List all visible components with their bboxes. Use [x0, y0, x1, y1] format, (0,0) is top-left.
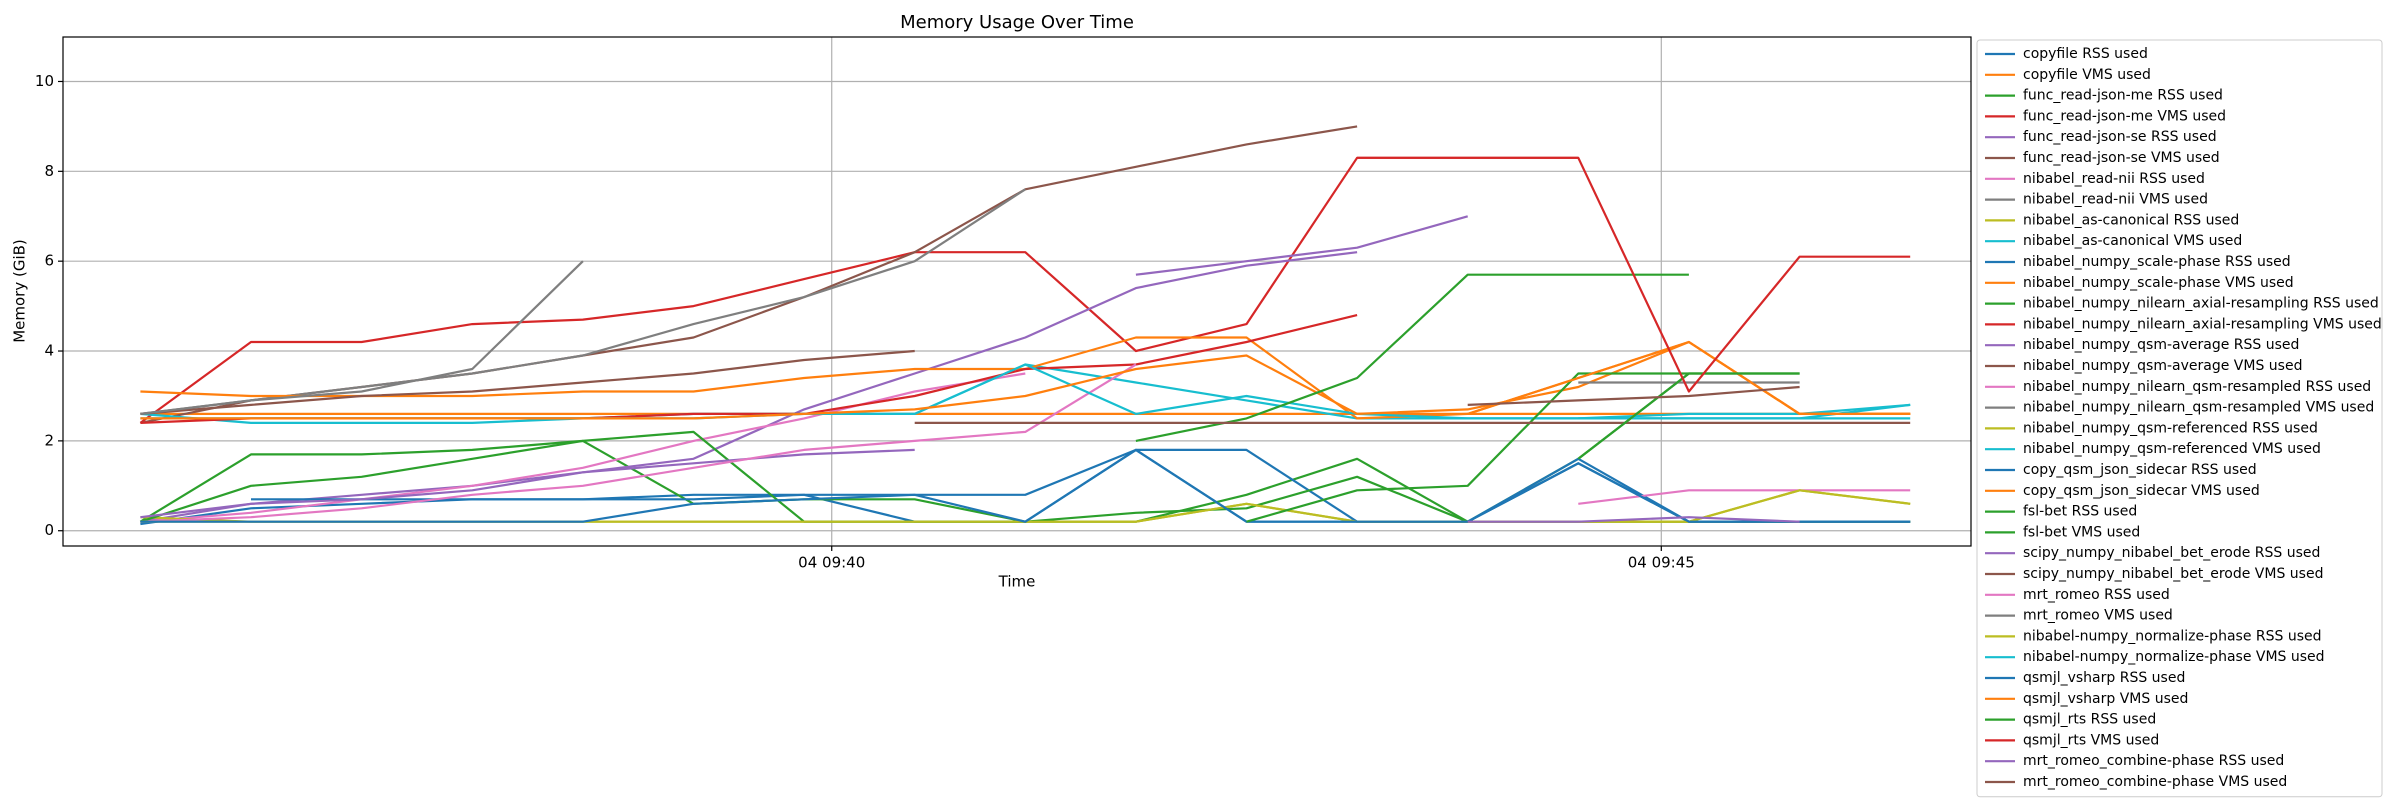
x-axis-label: Time: [998, 573, 1036, 591]
series-line: [1578, 403, 1911, 420]
x-tick-label: 04 09:40: [798, 554, 865, 572]
legend-label: scipy_numpy_nibabel_bet_erode RSS used: [2023, 545, 2320, 561]
legend-label: nibabel_numpy_nilearn_axial-resampling R…: [2023, 296, 2379, 312]
y-axis-label: Memory (GiB): [11, 239, 29, 343]
legend-label: func_read-json-se VMS used: [2023, 150, 2220, 166]
legend-label: func_read-json-se RSS used: [2023, 129, 2217, 145]
series-line: [1467, 385, 1800, 406]
legend-label: fsl-bet VMS used: [2023, 524, 2140, 540]
legend-label: qsmjl_rts RSS used: [2023, 712, 2156, 728]
legend-label: fsl-bet RSS used: [2023, 504, 2137, 520]
legend-label: nibabel_numpy_qsm-referenced RSS used: [2023, 420, 2318, 436]
legend-label: copy_qsm_json_sidecar RSS used: [2023, 462, 2257, 478]
legend-label: nibabel_read-nii RSS used: [2023, 171, 2205, 187]
legend-label: nibabel_numpy_qsm-average RSS used: [2023, 337, 2299, 353]
series-line: [140, 372, 1026, 523]
plot-frame: [62, 36, 1972, 547]
legend-label: copyfile RSS used: [2023, 46, 2148, 62]
series-line: [1467, 340, 1911, 415]
series-line: [140, 260, 584, 415]
y-tick-label: 2: [44, 431, 54, 449]
legend-label: nibabel-numpy_normalize-phase VMS used: [2023, 649, 2325, 665]
legend-box: [1976, 39, 2383, 798]
x-tick-label: 04 09:45: [1628, 554, 1695, 572]
legend-label: mrt_romeo_combine-phase VMS used: [2023, 774, 2287, 790]
y-tick-label: 10: [35, 72, 54, 90]
legend-label: func_read-json-me VMS used: [2023, 108, 2226, 124]
legend-label: func_read-json-me RSS used: [2023, 88, 2223, 104]
legend-label: qsmjl_vsharp VMS used: [2023, 691, 2188, 707]
legend-label: qsmjl_vsharp RSS used: [2023, 670, 2185, 686]
series-line: [251, 448, 1911, 523]
legend-label: nibabel_numpy_nilearn_axial-resampling V…: [2023, 316, 2382, 332]
legend-label: nibabel_numpy_nilearn_qsm-resampled VMS …: [2023, 400, 2374, 416]
legend-label: nibabel_numpy_qsm-referenced VMS used: [2023, 441, 2321, 457]
legend-label: nibabel_as-canonical VMS used: [2023, 233, 2242, 249]
y-tick-label: 6: [44, 252, 54, 270]
legend-label: qsmjl_rts VMS used: [2023, 732, 2159, 748]
legend-label: mrt_romeo RSS used: [2023, 587, 2170, 603]
chart-title: Memory Usage Over Time: [900, 12, 1134, 33]
series-line: [1357, 156, 1911, 393]
series-line: [1578, 489, 1911, 505]
legend-label: nibabel_numpy_scale-phase RSS used: [2023, 254, 2291, 270]
legend-label: copy_qsm_json_sidecar VMS used: [2023, 483, 2260, 499]
legend-label: mrt_romeo VMS used: [2023, 608, 2173, 624]
series-line: [1135, 215, 1469, 276]
legend-label: nibabel-numpy_normalize-phase RSS used: [2023, 628, 2322, 644]
y-tick-label: 4: [44, 342, 54, 360]
legend-label: nibabel_read-nii VMS used: [2023, 192, 2208, 208]
y-tick-label: 8: [44, 162, 54, 180]
legend-label: nibabel_numpy_nilearn_qsm-resampled RSS …: [2023, 379, 2371, 395]
legend-label: scipy_numpy_nibabel_bet_erode VMS used: [2023, 566, 2323, 582]
legend-label: mrt_romeo_combine-phase RSS used: [2023, 753, 2284, 769]
series-line: [139, 156, 1579, 424]
series-line: [1577, 372, 1800, 460]
legend-label: nibabel_numpy_scale-phase VMS used: [2023, 275, 2294, 291]
legend-label: copyfile VMS used: [2023, 67, 2151, 83]
legend-label: nibabel_numpy_qsm-average VMS used: [2023, 358, 2302, 374]
legend-label: nibabel_as-canonical RSS used: [2023, 212, 2239, 228]
series-line: [140, 448, 915, 519]
series-line: [1246, 372, 1689, 523]
series-line: [1578, 489, 1911, 523]
series-line: [1467, 462, 1911, 523]
series-line: [140, 349, 915, 415]
series-line: [140, 340, 1911, 420]
series-line: [1467, 516, 1800, 523]
series-line: [140, 363, 1137, 523]
series-line: [140, 251, 1358, 523]
y-tick-label: 0: [44, 521, 54, 539]
